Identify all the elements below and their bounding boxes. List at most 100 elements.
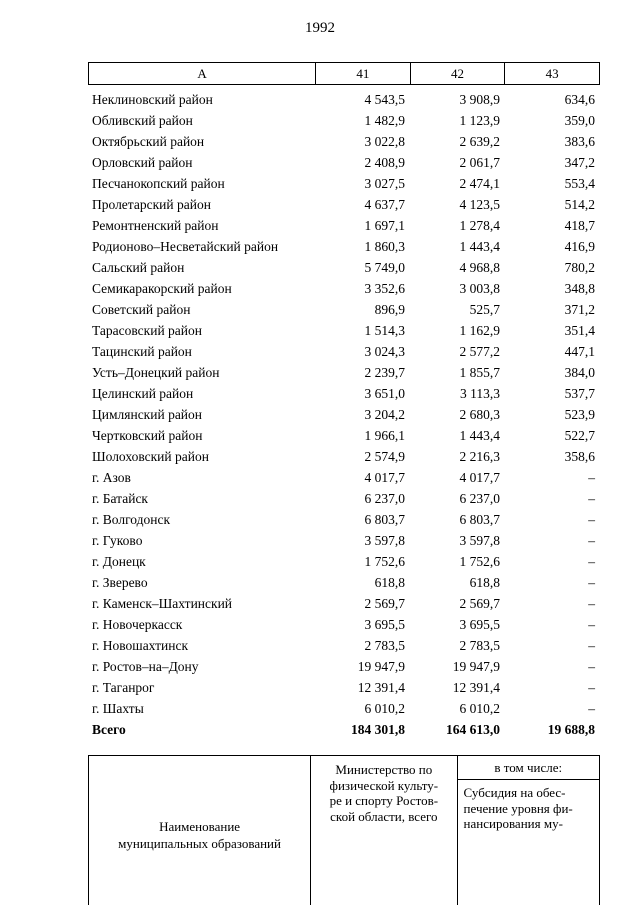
cell-name: г. Ростов–на–Дону: [92, 659, 199, 674]
table-row: г. Азов 4 017,7 4 017,7 –: [88, 467, 600, 488]
cell-value: 896,9: [374, 302, 405, 317]
table-row: г. Таганрог 12 391,4 12 391,4 –: [88, 677, 600, 698]
cell-value: 522,7: [564, 428, 595, 443]
cell-value: 2 680,3: [459, 407, 501, 422]
cell-value: 1 443,4: [459, 428, 501, 443]
cell-name: Родионово–Несветайский район: [92, 239, 279, 254]
table-row: г. Донецк 1 752,6 1 752,6 –: [88, 551, 600, 572]
table-row: Неклиновский район 4 543,5 3 908,9 634,6: [88, 89, 600, 110]
cell-value: –: [588, 512, 595, 527]
cell-value: 4 543,5: [364, 92, 406, 107]
cell-value: 4 017,7: [364, 470, 406, 485]
cell-value: 3 204,2: [364, 407, 406, 422]
cell-name: г. Батайск: [92, 491, 148, 506]
cell-value: 537,7: [564, 386, 595, 401]
cell-name: Целинский район: [92, 386, 194, 401]
cell-value: 347,2: [564, 155, 595, 170]
cell-value: 3 695,5: [459, 617, 501, 632]
cell-value: 12 391,4: [452, 680, 500, 695]
cell-name: Цимлянский район: [92, 407, 203, 422]
cell-value: 618,8: [374, 575, 405, 590]
cell-name: г. Новошахтинск: [92, 638, 188, 653]
cell-name: Пролетарский район: [92, 197, 211, 212]
footer-col2-line: Министерство по: [335, 762, 433, 777]
cell-value: 780,2: [564, 260, 595, 275]
cell-value: 514,2: [564, 197, 595, 212]
total-value-41: 184 301,8: [351, 722, 405, 737]
table-row: г. Гуково 3 597,8 3 597,8 –: [88, 530, 600, 551]
cell-name: Семикаракорский район: [92, 281, 232, 296]
cell-value: 3 695,5: [364, 617, 406, 632]
cell-value: 3 597,8: [364, 533, 406, 548]
cell-value: 6 803,7: [364, 512, 406, 527]
cell-name: Неклиновский район: [92, 92, 213, 107]
footer-col1-line: Наименование: [159, 819, 241, 834]
cell-name: г. Новочеркасск: [92, 617, 183, 632]
cell-name: Обливский район: [92, 113, 193, 128]
footer-col2-line: физической культу-: [329, 777, 439, 793]
table-row: г. Батайск 6 237,0 6 237,0 –: [88, 488, 600, 509]
cell-value: 1 278,4: [459, 218, 501, 233]
cell-value: 2 408,9: [364, 155, 406, 170]
table-row: Пролетарский район 4 637,7 4 123,5 514,2: [88, 194, 600, 215]
column-header-a: А: [197, 65, 207, 81]
cell-value: –: [588, 554, 595, 569]
footer-col-names: Наименование муниципальных образований: [89, 756, 310, 905]
cell-value: 1 860,3: [364, 239, 406, 254]
table-row: Тарасовский район 1 514,3 1 162,9 351,4: [88, 320, 600, 341]
table-row: Целинский район 3 651,0 3 113,3 537,7: [88, 383, 600, 404]
cell-value: 1 482,9: [364, 113, 406, 128]
cell-value: 3 352,6: [364, 281, 406, 296]
cell-name: г. Каменск–Шахтинский: [92, 596, 233, 611]
table-row: Семикаракорский район 3 352,6 3 003,8 348,8: [88, 278, 600, 299]
table-row: г. Ростов–на–Дону 19 947,9 19 947,9 –: [88, 656, 600, 677]
cell-name: Октябрьский район: [92, 134, 205, 149]
cell-value: 6 803,7: [459, 512, 501, 527]
cell-value: –: [588, 701, 595, 716]
cell-name: Чертковский район: [92, 428, 203, 443]
cell-value: 3 003,8: [459, 281, 501, 296]
cell-name: Тацинский район: [92, 344, 192, 359]
cell-value: 371,2: [564, 302, 595, 317]
footer-col-including: в том числе: Субсидия на обес- печение у…: [456, 756, 599, 905]
footer-col3-line: Субсидия на обес-: [463, 785, 566, 800]
cell-name: Сальский район: [92, 260, 185, 275]
cell-value: 2 569,7: [364, 596, 406, 611]
cell-value: 2 574,9: [364, 449, 406, 464]
column-header-42: 42: [409, 63, 505, 84]
cell-value: 523,9: [564, 407, 595, 422]
cell-value: –: [588, 575, 595, 590]
table-row: Шолоховский район 2 574,9 2 216,3 358,6: [88, 446, 600, 467]
cell-value: 19 947,9: [452, 659, 500, 674]
cell-name: г. Азов: [92, 470, 131, 485]
cell-value: –: [588, 638, 595, 653]
table-row: Песчанокопский район 3 027,5 2 474,1 553,4: [88, 173, 600, 194]
cell-value: 348,8: [564, 281, 595, 296]
table-row: г. Каменск–Шахтинский 2 569,7 2 569,7 –: [88, 593, 600, 614]
cell-value: 6 237,0: [364, 491, 406, 506]
cell-name: г. Таганрог: [92, 680, 155, 695]
cell-value: 1 752,6: [459, 554, 501, 569]
cell-value: 2 216,3: [459, 449, 501, 464]
table-total-row: Всего 184 301,8 164 613,0 19 688,8: [88, 719, 600, 740]
table-row: г. Шахты 6 010,2 6 010,2 –: [88, 698, 600, 719]
cell-value: 351,4: [564, 323, 595, 338]
cell-value: 1 162,9: [459, 323, 501, 338]
footer-col1-line: муниципальных образований: [118, 836, 281, 851]
cell-value: 1 443,4: [459, 239, 501, 254]
cell-value: 6 237,0: [459, 491, 501, 506]
cell-value: 2 569,7: [459, 596, 501, 611]
footer-col2-line: ре и спорту Ростов-: [329, 793, 439, 808]
cell-value: –: [588, 470, 595, 485]
total-label: Всего: [92, 722, 126, 737]
cell-value: 12 391,4: [357, 680, 405, 695]
cell-value: –: [588, 533, 595, 548]
cell-value: 2 061,7: [459, 155, 501, 170]
cell-value: 383,6: [564, 134, 595, 149]
table-row: Цимлянский район 3 204,2 2 680,3 523,9: [88, 404, 600, 425]
cell-value: 1 752,6: [364, 554, 406, 569]
table-row: г. Новочеркасск 3 695,5 3 695,5 –: [88, 614, 600, 635]
cell-name: Усть–Донецкий район: [92, 365, 220, 380]
cell-name: г. Донецк: [92, 554, 146, 569]
total-value-43: 19 688,8: [547, 722, 595, 737]
